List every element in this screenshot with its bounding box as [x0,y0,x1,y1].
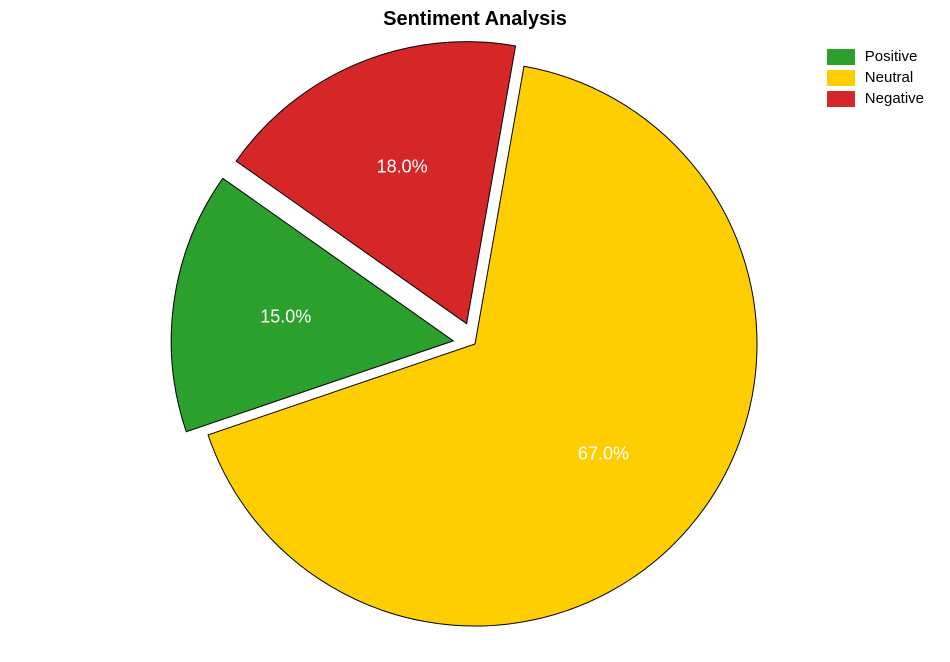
legend-item-negative: Negative [827,90,924,107]
legend-swatch-neutral [827,70,855,86]
slice-label-neutral: 67.0% [578,444,629,465]
sentiment-pie-chart: Sentiment Analysis Positive Neutral Nega… [0,0,950,662]
pie-svg [0,0,950,662]
legend-label-neutral: Neutral [865,69,913,86]
legend-label-negative: Negative [865,90,924,107]
legend-item-positive: Positive [827,48,924,65]
legend-item-neutral: Neutral [827,69,924,86]
slice-label-positive: 15.0% [260,306,311,327]
legend: Positive Neutral Negative [827,48,924,111]
legend-swatch-negative [827,91,855,107]
legend-label-positive: Positive [865,48,918,65]
legend-swatch-positive [827,49,855,65]
slice-label-negative: 18.0% [377,157,428,178]
